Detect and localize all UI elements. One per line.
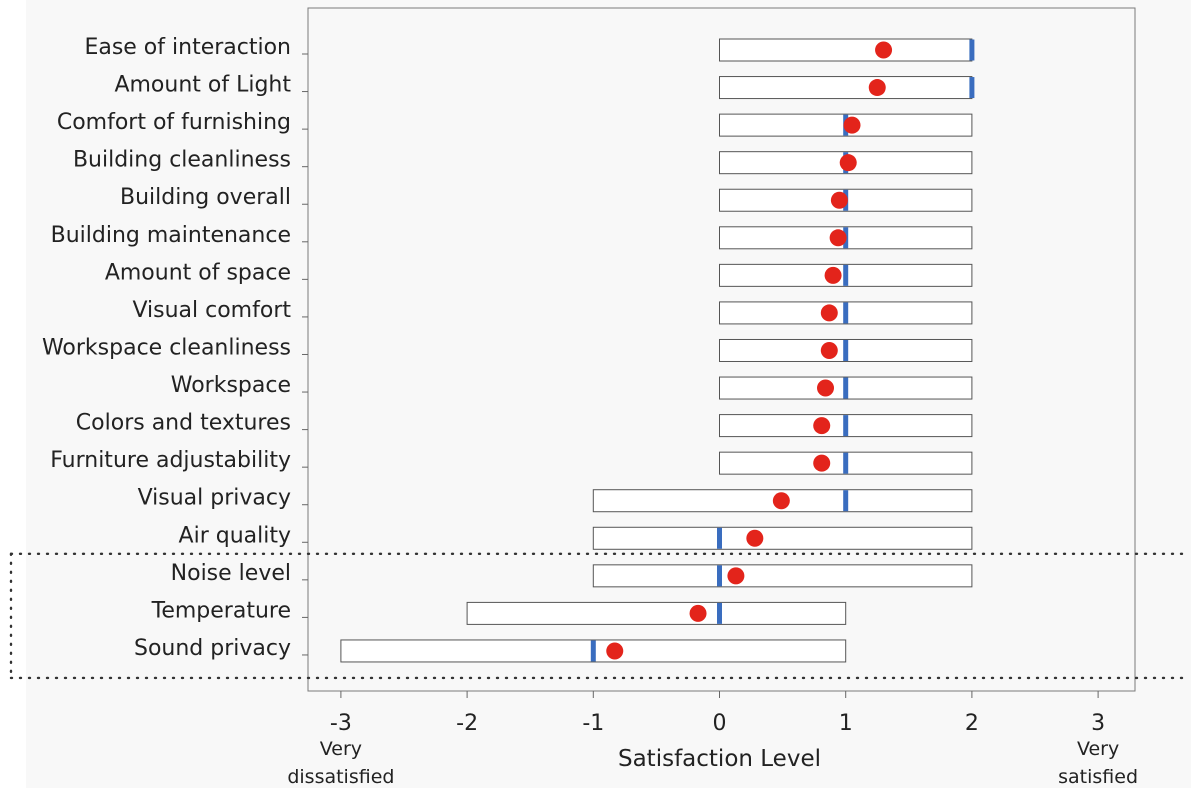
median-marker — [969, 39, 975, 61]
mean-dot — [727, 567, 745, 585]
mean-dot — [813, 417, 831, 435]
mean-dot — [689, 604, 707, 622]
x-tick-label: 2 — [965, 711, 979, 736]
category-label: Furniture adjustability — [50, 448, 291, 473]
median-marker — [843, 302, 849, 324]
mean-dot — [839, 154, 857, 172]
mean-dot — [830, 191, 848, 209]
category-label: Air quality — [179, 523, 291, 548]
category-label: Noise level — [171, 561, 291, 586]
median-marker — [717, 602, 722, 624]
mean-dot — [829, 229, 847, 247]
median-marker — [843, 377, 849, 399]
mean-dot — [817, 379, 835, 397]
category-label: Amount of Light — [114, 73, 291, 98]
category-label: Comfort of furnishing — [57, 110, 291, 135]
category-label: Ease of interaction — [84, 35, 291, 60]
mean-dot — [868, 79, 886, 97]
range-bar — [466, 601, 847, 625]
mean-dot — [824, 266, 842, 284]
x-tick-label: -2 — [456, 711, 478, 736]
category-label: Visual privacy — [138, 486, 291, 511]
category-label: Building cleanliness — [73, 148, 291, 173]
x-tick-label: 1 — [839, 711, 853, 736]
mean-dot — [843, 116, 861, 134]
range-bar — [719, 38, 973, 62]
x-tick-label: -3 — [330, 711, 352, 736]
range-bar — [592, 526, 973, 550]
median-marker — [843, 452, 849, 474]
category-label: Workspace — [171, 373, 291, 398]
mean-dot — [606, 642, 624, 660]
category-label: Building maintenance — [51, 223, 291, 248]
range-bar — [719, 76, 973, 100]
mean-dot — [820, 341, 838, 359]
mean-dot — [813, 454, 831, 472]
mean-dot — [746, 529, 764, 547]
x-axis-title: Satisfaction Level — [618, 746, 821, 772]
end-label-left: Very — [320, 738, 362, 760]
median-marker — [843, 339, 849, 361]
median-marker — [843, 415, 849, 437]
median-marker — [717, 527, 722, 549]
median-marker — [969, 77, 975, 99]
mean-dot — [772, 492, 790, 510]
mean-dot — [820, 304, 838, 322]
median-marker — [590, 640, 596, 662]
x-tick-label: 3 — [1091, 711, 1105, 736]
category-label: Sound privacy — [134, 636, 291, 661]
end-label-left: dissatisfied — [287, 766, 394, 788]
median-marker — [843, 490, 849, 512]
x-tick-label: -1 — [582, 711, 604, 736]
mean-dot — [875, 41, 893, 59]
end-label-right: satisfied — [1058, 766, 1138, 788]
category-label: Colors and textures — [76, 411, 291, 436]
median-marker — [843, 264, 849, 286]
category-label: Amount of space — [105, 260, 291, 285]
category-label: Building overall — [120, 185, 291, 210]
category-label: Workspace cleanliness — [42, 335, 291, 360]
category-label: Visual comfort — [132, 298, 291, 323]
category-label: Temperature — [151, 598, 291, 623]
median-marker — [717, 565, 722, 587]
range-bar — [592, 564, 973, 588]
x-tick-label: 0 — [713, 711, 727, 736]
end-label-right: Very — [1077, 738, 1119, 760]
